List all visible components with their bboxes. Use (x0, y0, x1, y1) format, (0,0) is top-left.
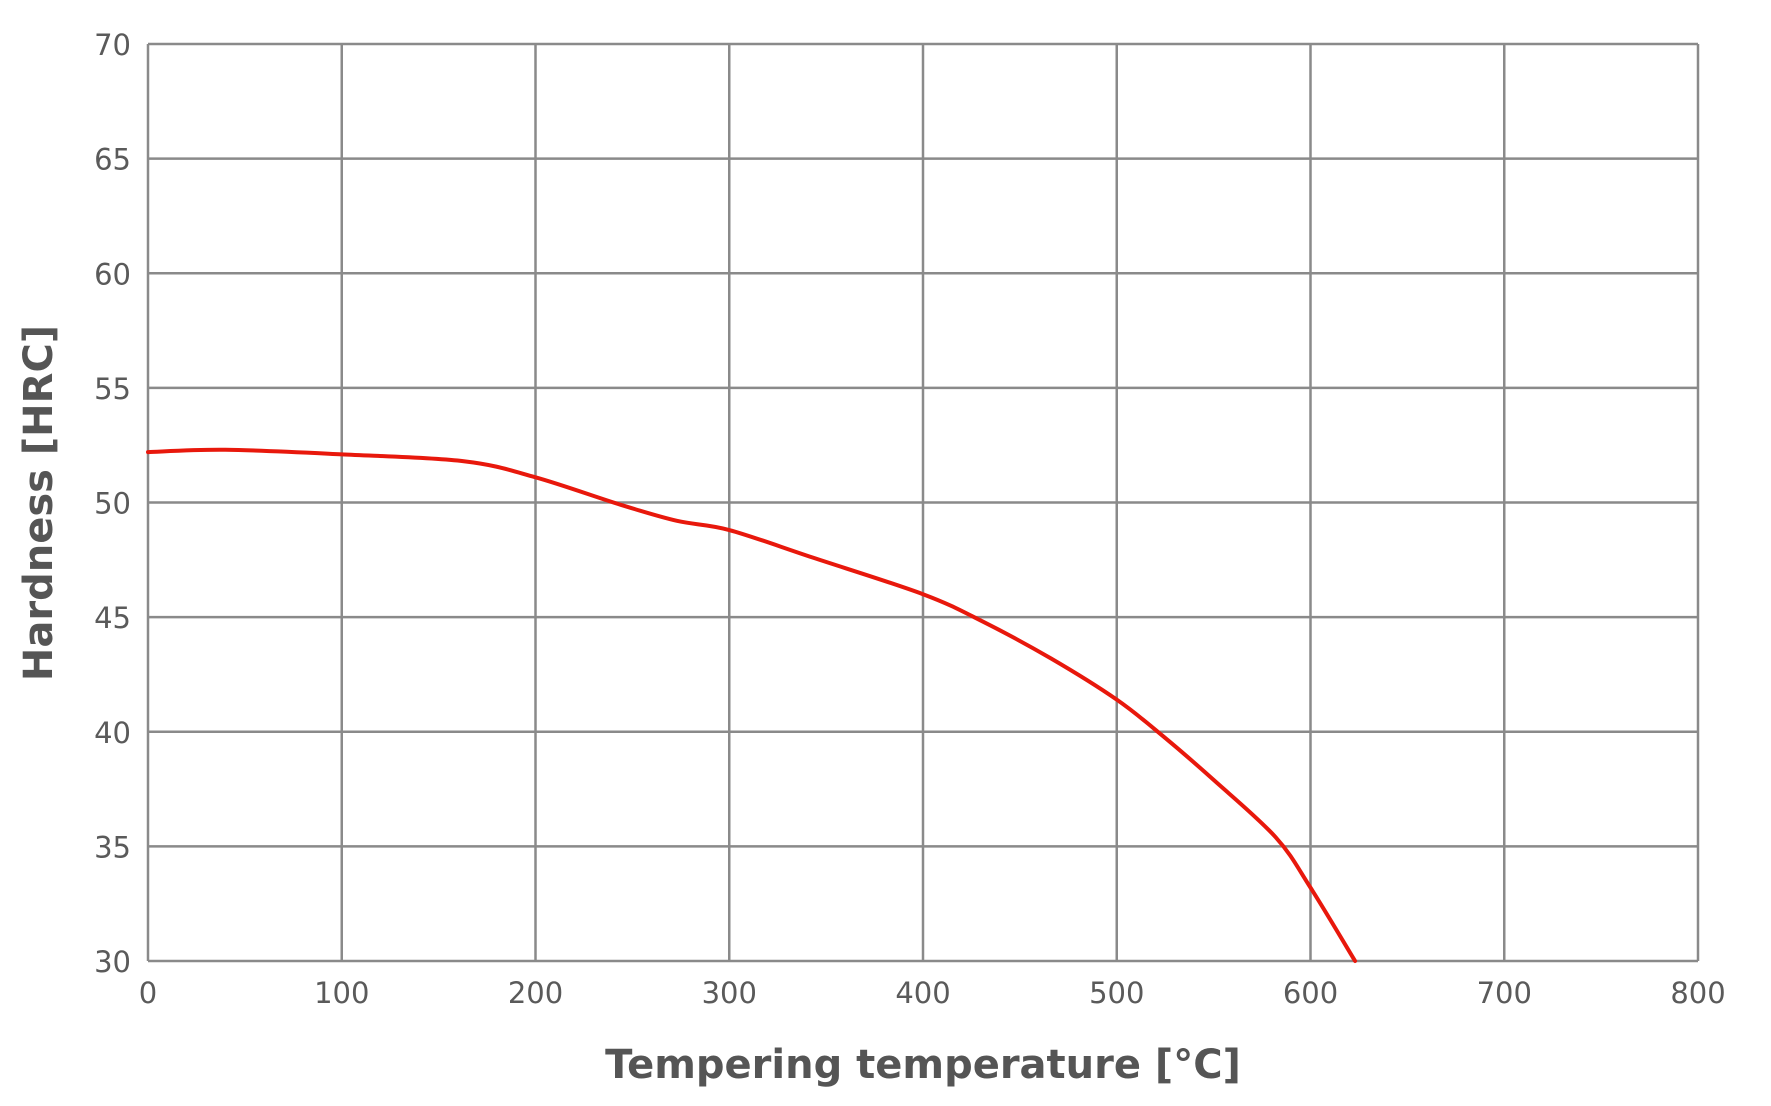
y-tick-label: 60 (94, 257, 131, 291)
y-axis-title: Hardness [HRC] (16, 325, 62, 681)
x-tick-label: 500 (1089, 976, 1144, 1010)
x-tick-label: 600 (1283, 976, 1338, 1010)
x-tick-label: 0 (139, 976, 157, 1010)
x-tick-label: 200 (508, 976, 563, 1010)
y-tick-label: 45 (94, 601, 131, 635)
y-tick-labels: 30 35 40 45 50 55 60 65 70 (94, 28, 131, 979)
y-tick-label: 55 (94, 372, 131, 406)
y-tick-label: 65 (94, 143, 131, 177)
y-tick-label: 40 (94, 716, 131, 750)
y-tick-label: 35 (94, 830, 131, 864)
x-tick-label: 700 (1477, 976, 1532, 1010)
x-tick-label: 800 (1670, 976, 1725, 1010)
x-axis-title: Tempering temperature [°C] (605, 1042, 1241, 1088)
y-tick-label: 30 (94, 945, 131, 979)
x-tick-label: 400 (895, 976, 950, 1010)
y-tick-label: 70 (94, 28, 131, 62)
x-tick-label: 300 (702, 976, 757, 1010)
x-tick-labels: 0 100 200 300 400 500 600 700 800 (139, 976, 1726, 1010)
series-line (146, 447, 1358, 963)
grid (146, 42, 1700, 963)
y-tick-label: 50 (94, 487, 131, 521)
x-tick-label: 100 (314, 976, 369, 1010)
